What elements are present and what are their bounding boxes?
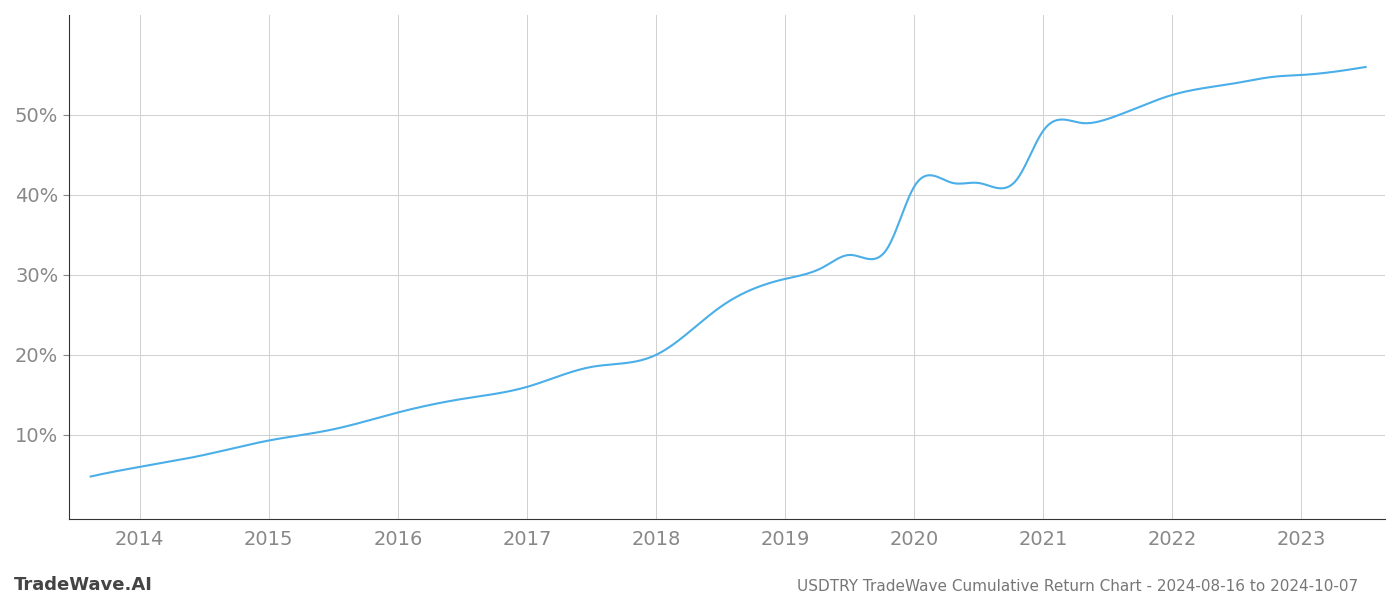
Text: TradeWave.AI: TradeWave.AI [14,576,153,594]
Text: USDTRY TradeWave Cumulative Return Chart - 2024-08-16 to 2024-10-07: USDTRY TradeWave Cumulative Return Chart… [797,579,1358,594]
